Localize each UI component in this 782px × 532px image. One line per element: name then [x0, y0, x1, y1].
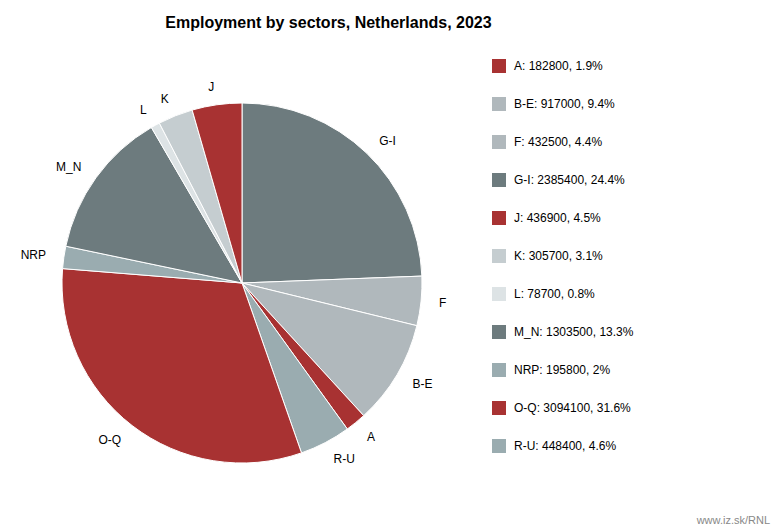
slice — [242, 103, 422, 283]
legend-item: A: 182800, 1.9% — [492, 59, 603, 73]
slice-label: K — [161, 92, 169, 106]
legend-label: F: 432500, 4.4% — [514, 135, 602, 149]
legend-label: R-U: 448400, 4.6% — [514, 439, 616, 453]
legend-label: K: 305700, 3.1% — [514, 249, 603, 263]
slice — [62, 269, 301, 463]
slice-labels: G-I F B-E A R-U O-Q NRP M_N LK J — [21, 80, 447, 466]
slice-label: L — [140, 103, 147, 117]
legend: A: 182800, 1.9% B-E: 917000, 9.4% F: 43250… — [492, 59, 634, 453]
slice-label: NRP — [21, 248, 46, 262]
legend-swatch — [492, 173, 506, 187]
legend-swatch — [492, 325, 506, 339]
legend-label: M_N: 1303500, 13.3% — [514, 325, 634, 339]
legend-item: L: 78700, 0.8% — [492, 287, 595, 301]
slice-label: G-I — [379, 134, 396, 148]
slice-label: A — [367, 430, 375, 444]
legend-swatch — [492, 363, 506, 377]
legend-swatch — [492, 249, 506, 263]
pie — [62, 103, 422, 463]
title: Employment by sectors, Netherlands, 2023 — [165, 14, 491, 31]
legend-swatch — [492, 97, 506, 111]
legend-swatch — [492, 287, 506, 301]
legend-swatch — [492, 401, 506, 415]
slice-label: B-E — [412, 377, 432, 391]
watermark: www.iz.sk/RNL — [696, 514, 770, 526]
legend-label: J: 436900, 4.5% — [514, 211, 601, 225]
legend-swatch — [492, 59, 506, 73]
legend-item: O-Q: 3094100, 31.6% — [492, 401, 631, 415]
legend-item: R-U: 448400, 4.6% — [492, 439, 616, 453]
legend-label: A: 182800, 1.9% — [514, 59, 603, 73]
legend-item: F: 432500, 4.4% — [492, 135, 602, 149]
legend-item: M_N: 1303500, 13.3% — [492, 325, 634, 339]
slice-label: M_N — [56, 160, 81, 174]
legend-label: NRP: 195800, 2% — [514, 363, 610, 377]
legend-item: K: 305700, 3.1% — [492, 249, 603, 263]
legend-label: O-Q: 3094100, 31.6% — [514, 401, 631, 415]
legend-swatch — [492, 439, 506, 453]
legend-item: G-I: 2385400, 24.4% — [492, 173, 625, 187]
slice-label: F — [439, 296, 446, 310]
legend-label: B-E: 917000, 9.4% — [514, 97, 615, 111]
legend-item: NRP: 195800, 2% — [492, 363, 610, 377]
slice-label: O-Q — [98, 433, 121, 447]
slice — [192, 103, 242, 283]
legend-label: L: 78700, 0.8% — [514, 287, 595, 301]
chart: Employment by sectors, Netherlands, 2023… — [0, 0, 782, 532]
legend-swatch — [492, 211, 506, 225]
slice-label: R-U — [334, 452, 355, 466]
legend-item: J: 436900, 4.5% — [492, 211, 601, 225]
legend-swatch — [492, 135, 506, 149]
slice-label: J — [208, 80, 214, 94]
legend-item: B-E: 917000, 9.4% — [492, 97, 615, 111]
legend-label: G-I: 2385400, 24.4% — [514, 173, 625, 187]
